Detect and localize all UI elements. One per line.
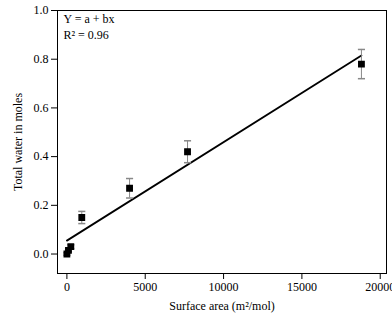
svg-text:0: 0 — [64, 280, 70, 294]
svg-text:1.0: 1.0 — [34, 3, 49, 17]
svg-text:Total water in moles: Total water in moles — [11, 93, 25, 191]
svg-text:15000: 15000 — [287, 280, 317, 294]
svg-text:Y = a + bx: Y = a + bx — [64, 12, 115, 26]
svg-text:0.2: 0.2 — [34, 198, 49, 212]
svg-text:Surface area (m²/mol): Surface area (m²/mol) — [169, 299, 275, 313]
svg-text:0.8: 0.8 — [34, 52, 49, 66]
svg-text:20000: 20000 — [365, 280, 392, 294]
svg-text:10000: 10000 — [209, 280, 239, 294]
svg-text:5000: 5000 — [133, 280, 157, 294]
svg-text:R² = 0.96: R² = 0.96 — [64, 28, 109, 42]
svg-text:0.4: 0.4 — [34, 149, 49, 163]
svg-text:0.6: 0.6 — [34, 101, 49, 115]
svg-text:0.0: 0.0 — [34, 247, 49, 261]
